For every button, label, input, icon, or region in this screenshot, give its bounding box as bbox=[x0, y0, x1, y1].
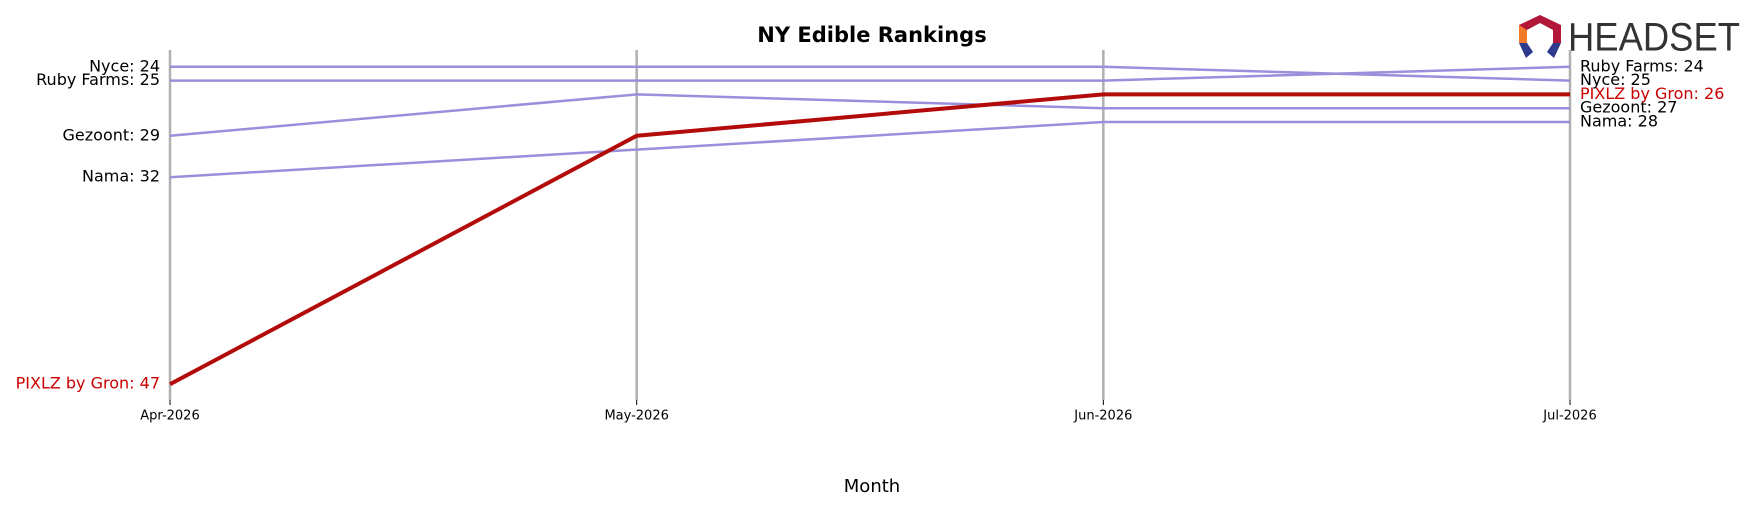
logo-mark bbox=[1519, 15, 1561, 43]
value-label: Nama: 28 bbox=[1580, 112, 1658, 131]
series-line bbox=[169, 120, 1570, 179]
value-label: Nyce: 25 bbox=[1580, 70, 1651, 89]
x-tick-label: May-2026 bbox=[604, 409, 668, 424]
value-label: Nyce: 24 bbox=[89, 56, 160, 75]
logo-text: HEADSET bbox=[1568, 16, 1740, 60]
series-line bbox=[169, 93, 1570, 138]
value-label: PIXLZ by Gron: 47 bbox=[16, 374, 160, 393]
x-tick-label: Jul-2026 bbox=[1542, 409, 1596, 424]
logo-mark bbox=[1519, 43, 1533, 58]
logo-mark bbox=[1547, 43, 1561, 58]
value-label: Ruby Farms: 25 bbox=[36, 70, 160, 89]
value-label: Gezoont: 29 bbox=[63, 125, 160, 144]
value-label: Ruby Farms: 24 bbox=[1580, 56, 1704, 75]
value-label: Nama: 32 bbox=[82, 167, 160, 186]
value-label: Gezoont: 27 bbox=[1580, 98, 1677, 117]
logo-mark bbox=[1519, 25, 1527, 43]
logo: HEADSET bbox=[1519, 15, 1740, 60]
series-line bbox=[170, 65, 1571, 82]
series-line bbox=[169, 92, 1570, 386]
chart-title: NY Edible Rankings bbox=[757, 23, 986, 47]
x-axis-title: Month bbox=[844, 476, 900, 497]
x-tick-label: Jun-2026 bbox=[1073, 409, 1132, 424]
x-tick-label: Apr-2026 bbox=[140, 409, 199, 424]
value-label: PIXLZ by Gron: 26 bbox=[1580, 84, 1724, 103]
